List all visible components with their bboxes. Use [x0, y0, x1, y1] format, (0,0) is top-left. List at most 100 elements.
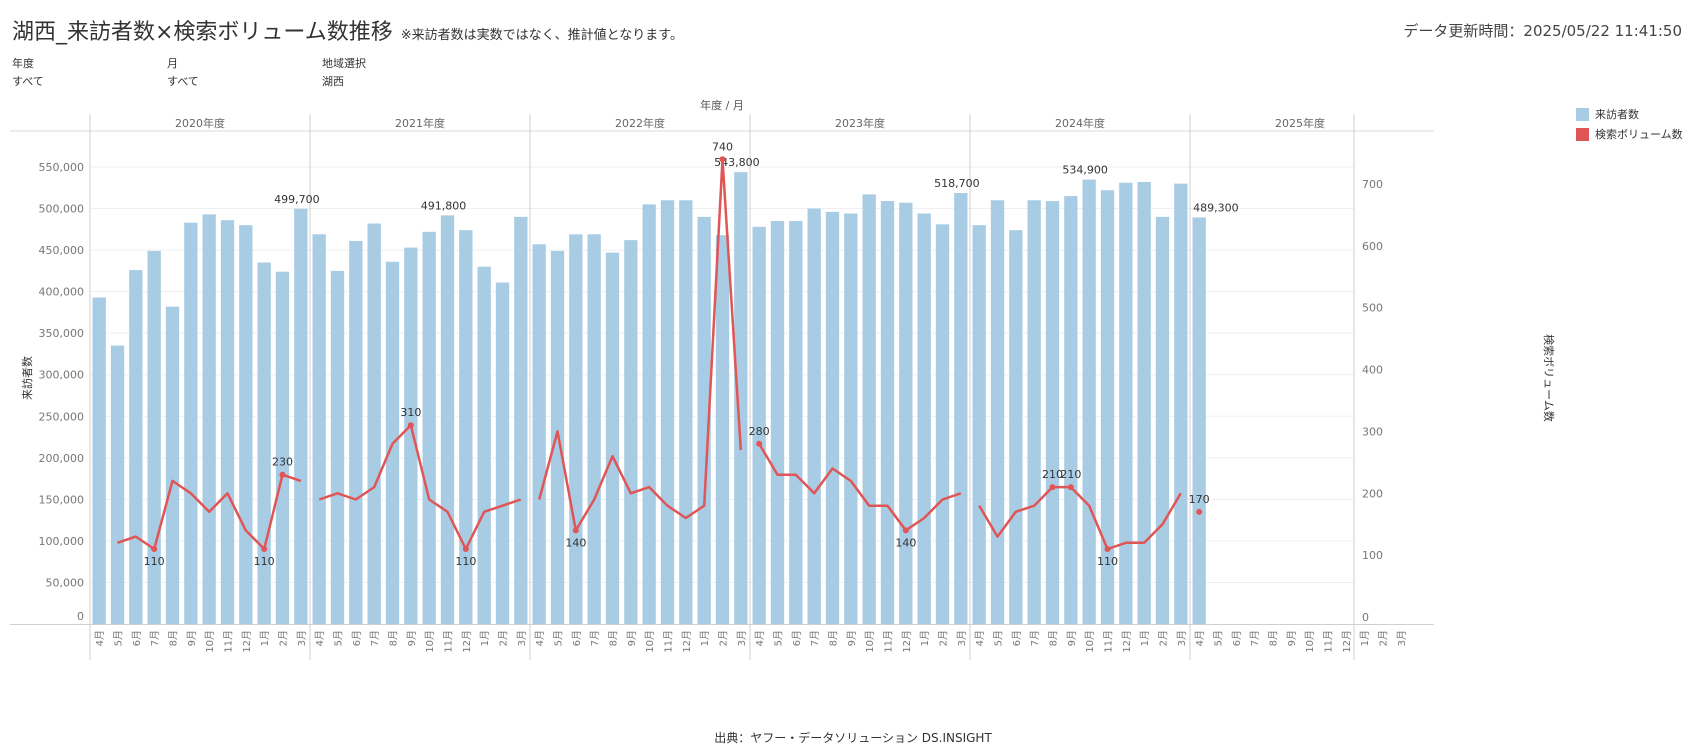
chart-title: 湖西_来訪者数×検索ボリューム数推移	[12, 20, 393, 45]
year-header: 2022年度	[615, 116, 665, 130]
line-data-label: 210	[1042, 468, 1063, 481]
search-volume-line	[978, 485, 1182, 551]
bar	[1027, 200, 1041, 624]
x-tick-month: 3月	[736, 630, 748, 646]
update-time-value: 2025/05/22 11:41:50	[1523, 22, 1682, 40]
x-tick-month: 6月	[1231, 630, 1243, 646]
bar	[202, 214, 216, 624]
bar-data-label: 518,700	[934, 177, 980, 190]
y-tick-right: 400	[1362, 364, 1383, 377]
bar	[367, 223, 381, 624]
x-tick-month: 1月	[259, 630, 271, 646]
filter-value[interactable]: すべて	[167, 75, 199, 88]
bar	[605, 252, 620, 625]
x-tick-month: 9月	[1286, 630, 1298, 646]
x-tick-month: 4月	[94, 630, 106, 646]
bar	[789, 221, 803, 624]
bar	[440, 215, 455, 625]
filter-value[interactable]: 湖西	[322, 75, 344, 88]
bar	[275, 271, 290, 624]
y-tick-right: 600	[1362, 240, 1383, 253]
x-tick-month: 9月	[186, 630, 198, 646]
search-volume-line	[117, 473, 302, 551]
filter-region[interactable]: 地域選択 湖西	[322, 55, 366, 91]
x-tick-month: 9月	[846, 630, 858, 646]
bar	[679, 200, 693, 624]
y-tick-left: 0	[77, 610, 84, 623]
line-point	[1104, 545, 1111, 552]
line-data-label: 110	[1097, 555, 1118, 568]
bar	[349, 240, 363, 624]
update-time-label: データ更新時間：	[1403, 22, 1524, 40]
y-tick-left: 200,000	[39, 452, 85, 465]
x-tick-month: 11月	[1103, 630, 1115, 653]
line-data-label: 210	[1060, 468, 1081, 481]
bar	[1009, 230, 1023, 624]
bar	[1192, 217, 1206, 624]
x-tick-month: 8月	[1048, 630, 1060, 646]
line-point	[572, 527, 579, 534]
bar-data-label: 491,800	[421, 199, 467, 212]
bar	[1174, 183, 1188, 625]
x-tick-month: 8月	[1268, 630, 1280, 646]
x-tick-month: 2月	[938, 630, 950, 646]
bar	[569, 234, 583, 624]
filter-fiscal-year[interactable]: 年度 すべて	[12, 55, 44, 91]
search-volume-line	[537, 158, 743, 532]
year-header: 2024年度	[1055, 116, 1105, 130]
bar	[1155, 216, 1170, 624]
x-tick-month: 9月	[1066, 630, 1078, 646]
x-tick-month: 11月	[883, 630, 895, 653]
x-tick-month: 10月	[1084, 630, 1096, 653]
bar	[660, 200, 675, 624]
legend-item-search-volume[interactable]: 検索ボリューム数	[1576, 124, 1683, 144]
x-tick-month: 10月	[424, 630, 436, 653]
x-tick-month: 12月	[681, 630, 693, 653]
bar	[129, 270, 143, 624]
x-tick-month: 2月	[718, 630, 730, 646]
y-axis-right-title: 検索ボリューム数	[1542, 334, 1556, 422]
x-tick-month: 7月	[149, 630, 161, 646]
x-tick-month: 11月	[443, 630, 455, 653]
x-tick-month: 10月	[204, 630, 216, 653]
bar	[935, 224, 950, 624]
bar	[220, 220, 235, 625]
x-tick-month: 12月	[241, 630, 253, 653]
x-tick-month: 5月	[333, 630, 345, 646]
bar	[880, 201, 895, 625]
bar	[715, 235, 730, 624]
y-tick-right: 500	[1362, 302, 1383, 315]
line-data-label: 110	[144, 555, 165, 568]
bar	[917, 213, 931, 624]
x-tick-month: 12月	[1121, 630, 1133, 653]
x-tick-month: 3月	[1176, 630, 1188, 646]
x-tick-month: 5月	[553, 630, 565, 646]
bar	[1100, 190, 1115, 625]
line-point	[261, 545, 268, 552]
filter-value[interactable]: すべて	[12, 75, 44, 88]
x-tick-month: 11月	[223, 630, 235, 653]
x-tick-month: 4月	[974, 630, 986, 646]
bar	[1045, 201, 1060, 625]
x-tick-month: 12月	[461, 630, 473, 653]
legend-swatch	[1576, 127, 1589, 141]
x-tick-month: 12月	[1341, 630, 1353, 653]
x-tick-month: 8月	[388, 630, 400, 646]
bar	[1137, 181, 1151, 624]
filter-month[interactable]: 月 すべて	[167, 55, 199, 91]
x-tick-month: 5月	[773, 630, 785, 646]
x-tick-month: 5月	[113, 630, 125, 646]
search-volume-line	[318, 423, 522, 551]
x-tick-month: 5月	[993, 630, 1005, 646]
x-tick-month: 1月	[479, 630, 491, 646]
line-point	[756, 440, 763, 447]
year-header: 2021年度	[395, 116, 445, 130]
y-tick-right: 200	[1362, 487, 1383, 500]
bar	[239, 225, 253, 624]
filter-label: 地域選択	[322, 57, 366, 70]
source-note: 出典：ヤフー・データソリューション DS.INSIGHT	[714, 730, 992, 745]
bar	[844, 213, 858, 624]
filter-label: 月	[167, 57, 178, 70]
legend-item-visitors[interactable]: 来訪者数	[1576, 104, 1683, 124]
